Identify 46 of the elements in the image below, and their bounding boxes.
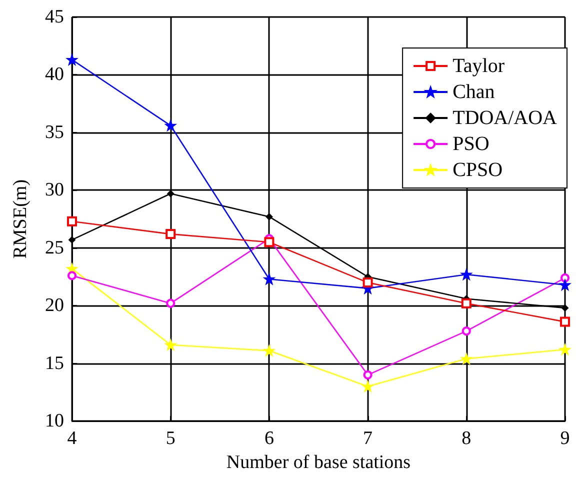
point — [560, 316, 570, 327]
x-tick-label: 6 — [264, 428, 274, 450]
point — [167, 190, 174, 198]
legend-label: PSO — [452, 133, 490, 155]
legend-label: Chan — [452, 81, 495, 103]
point — [166, 298, 176, 308]
y-tick-label: 10 — [45, 410, 64, 432]
y-axis-title: RMSE(m) — [10, 179, 31, 259]
x-tick-label: 9 — [560, 428, 570, 450]
legend-label: TDOA/AOA — [452, 107, 558, 129]
legend-label: CPSO — [452, 159, 503, 181]
y-tick-label: 15 — [45, 352, 64, 374]
x-tick-label: 5 — [166, 428, 176, 450]
y-tick-label: 35 — [45, 122, 64, 143]
y-tick-label: 40 — [45, 64, 64, 86]
point — [67, 216, 77, 226]
point — [560, 273, 570, 282]
y-tick-label: 30 — [45, 180, 64, 201]
point — [462, 326, 471, 336]
point — [264, 345, 275, 356]
point — [363, 370, 372, 380]
x-tick-label: 4 — [67, 428, 78, 450]
y-tick-label: 20 — [45, 295, 64, 316]
x-tick-label: 8 — [462, 428, 472, 450]
point — [264, 274, 275, 285]
point — [68, 271, 76, 280]
point — [560, 279, 570, 290]
point — [165, 120, 176, 132]
point — [166, 229, 176, 240]
x-axis-title: Number of base stations — [226, 452, 411, 473]
point — [165, 339, 176, 350]
point — [461, 298, 472, 308]
point — [460, 268, 472, 280]
point — [264, 237, 274, 248]
point — [362, 380, 374, 392]
y-tick-label: 45 — [45, 6, 64, 28]
point — [460, 353, 472, 364]
point — [560, 344, 570, 356]
point — [362, 278, 373, 288]
y-tick-label: 25 — [45, 237, 64, 258]
point — [68, 236, 76, 244]
point — [266, 213, 273, 220]
x-tick-label: 7 — [363, 428, 373, 450]
point — [66, 54, 78, 66]
legend-label: Taylor — [452, 55, 505, 77]
point — [562, 304, 568, 312]
